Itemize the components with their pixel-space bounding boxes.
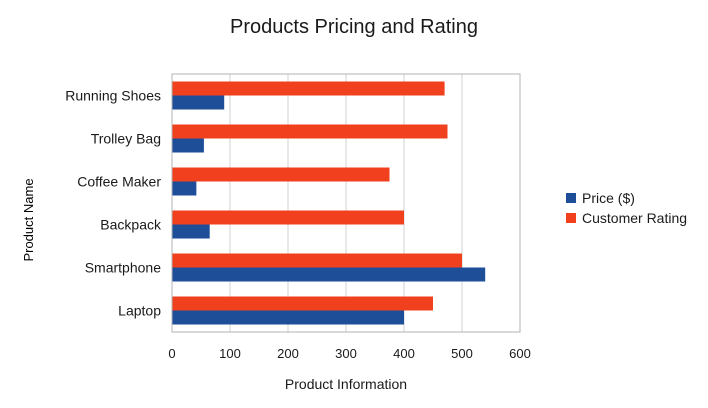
bar-rating	[172, 296, 433, 311]
legend: Price ($) Customer Rating	[566, 188, 687, 228]
legend-swatch-rating	[566, 213, 576, 223]
x-tick-label: 600	[509, 346, 531, 361]
y-tick-label: Coffee Maker	[77, 174, 161, 190]
legend-label-rating: Customer Rating	[582, 210, 688, 226]
bar-rating	[172, 81, 445, 96]
x-tick-label: 100	[219, 346, 241, 361]
y-tick-label: Trolley Bag	[91, 131, 161, 147]
x-tick-label: 0	[168, 346, 175, 361]
y-tick-label: Running Shoes	[65, 88, 161, 104]
y-tick-label: Laptop	[118, 303, 161, 319]
bar-rating	[172, 124, 448, 139]
bar-rating	[172, 253, 462, 268]
y-tick-label: Smartphone	[85, 260, 161, 276]
bar-rating	[172, 167, 390, 182]
legend-item-rating: Customer Rating	[566, 208, 687, 228]
legend-label-price: Price ($)	[582, 190, 635, 206]
x-axis-title: Product Information	[284, 376, 408, 392]
legend-item-price: Price ($)	[566, 188, 687, 208]
bar-price	[172, 95, 225, 110]
y-tick-label: Backpack	[100, 217, 162, 233]
x-tick-label: 500	[451, 346, 473, 361]
bar-price	[172, 224, 210, 239]
chart-title: Products Pricing and Rating	[230, 16, 478, 38]
bar-rating	[172, 210, 404, 225]
y-axis-title: Product Name	[21, 178, 36, 261]
bar-price	[172, 181, 197, 196]
bar-price	[172, 267, 486, 282]
bar-price	[172, 138, 204, 153]
x-tick-label: 400	[393, 346, 415, 361]
x-tick-label: 300	[335, 346, 357, 361]
legend-swatch-price	[566, 193, 576, 203]
bar-price	[172, 310, 404, 325]
plot-frame	[171, 73, 521, 333]
x-tick-label: 200	[277, 346, 299, 361]
